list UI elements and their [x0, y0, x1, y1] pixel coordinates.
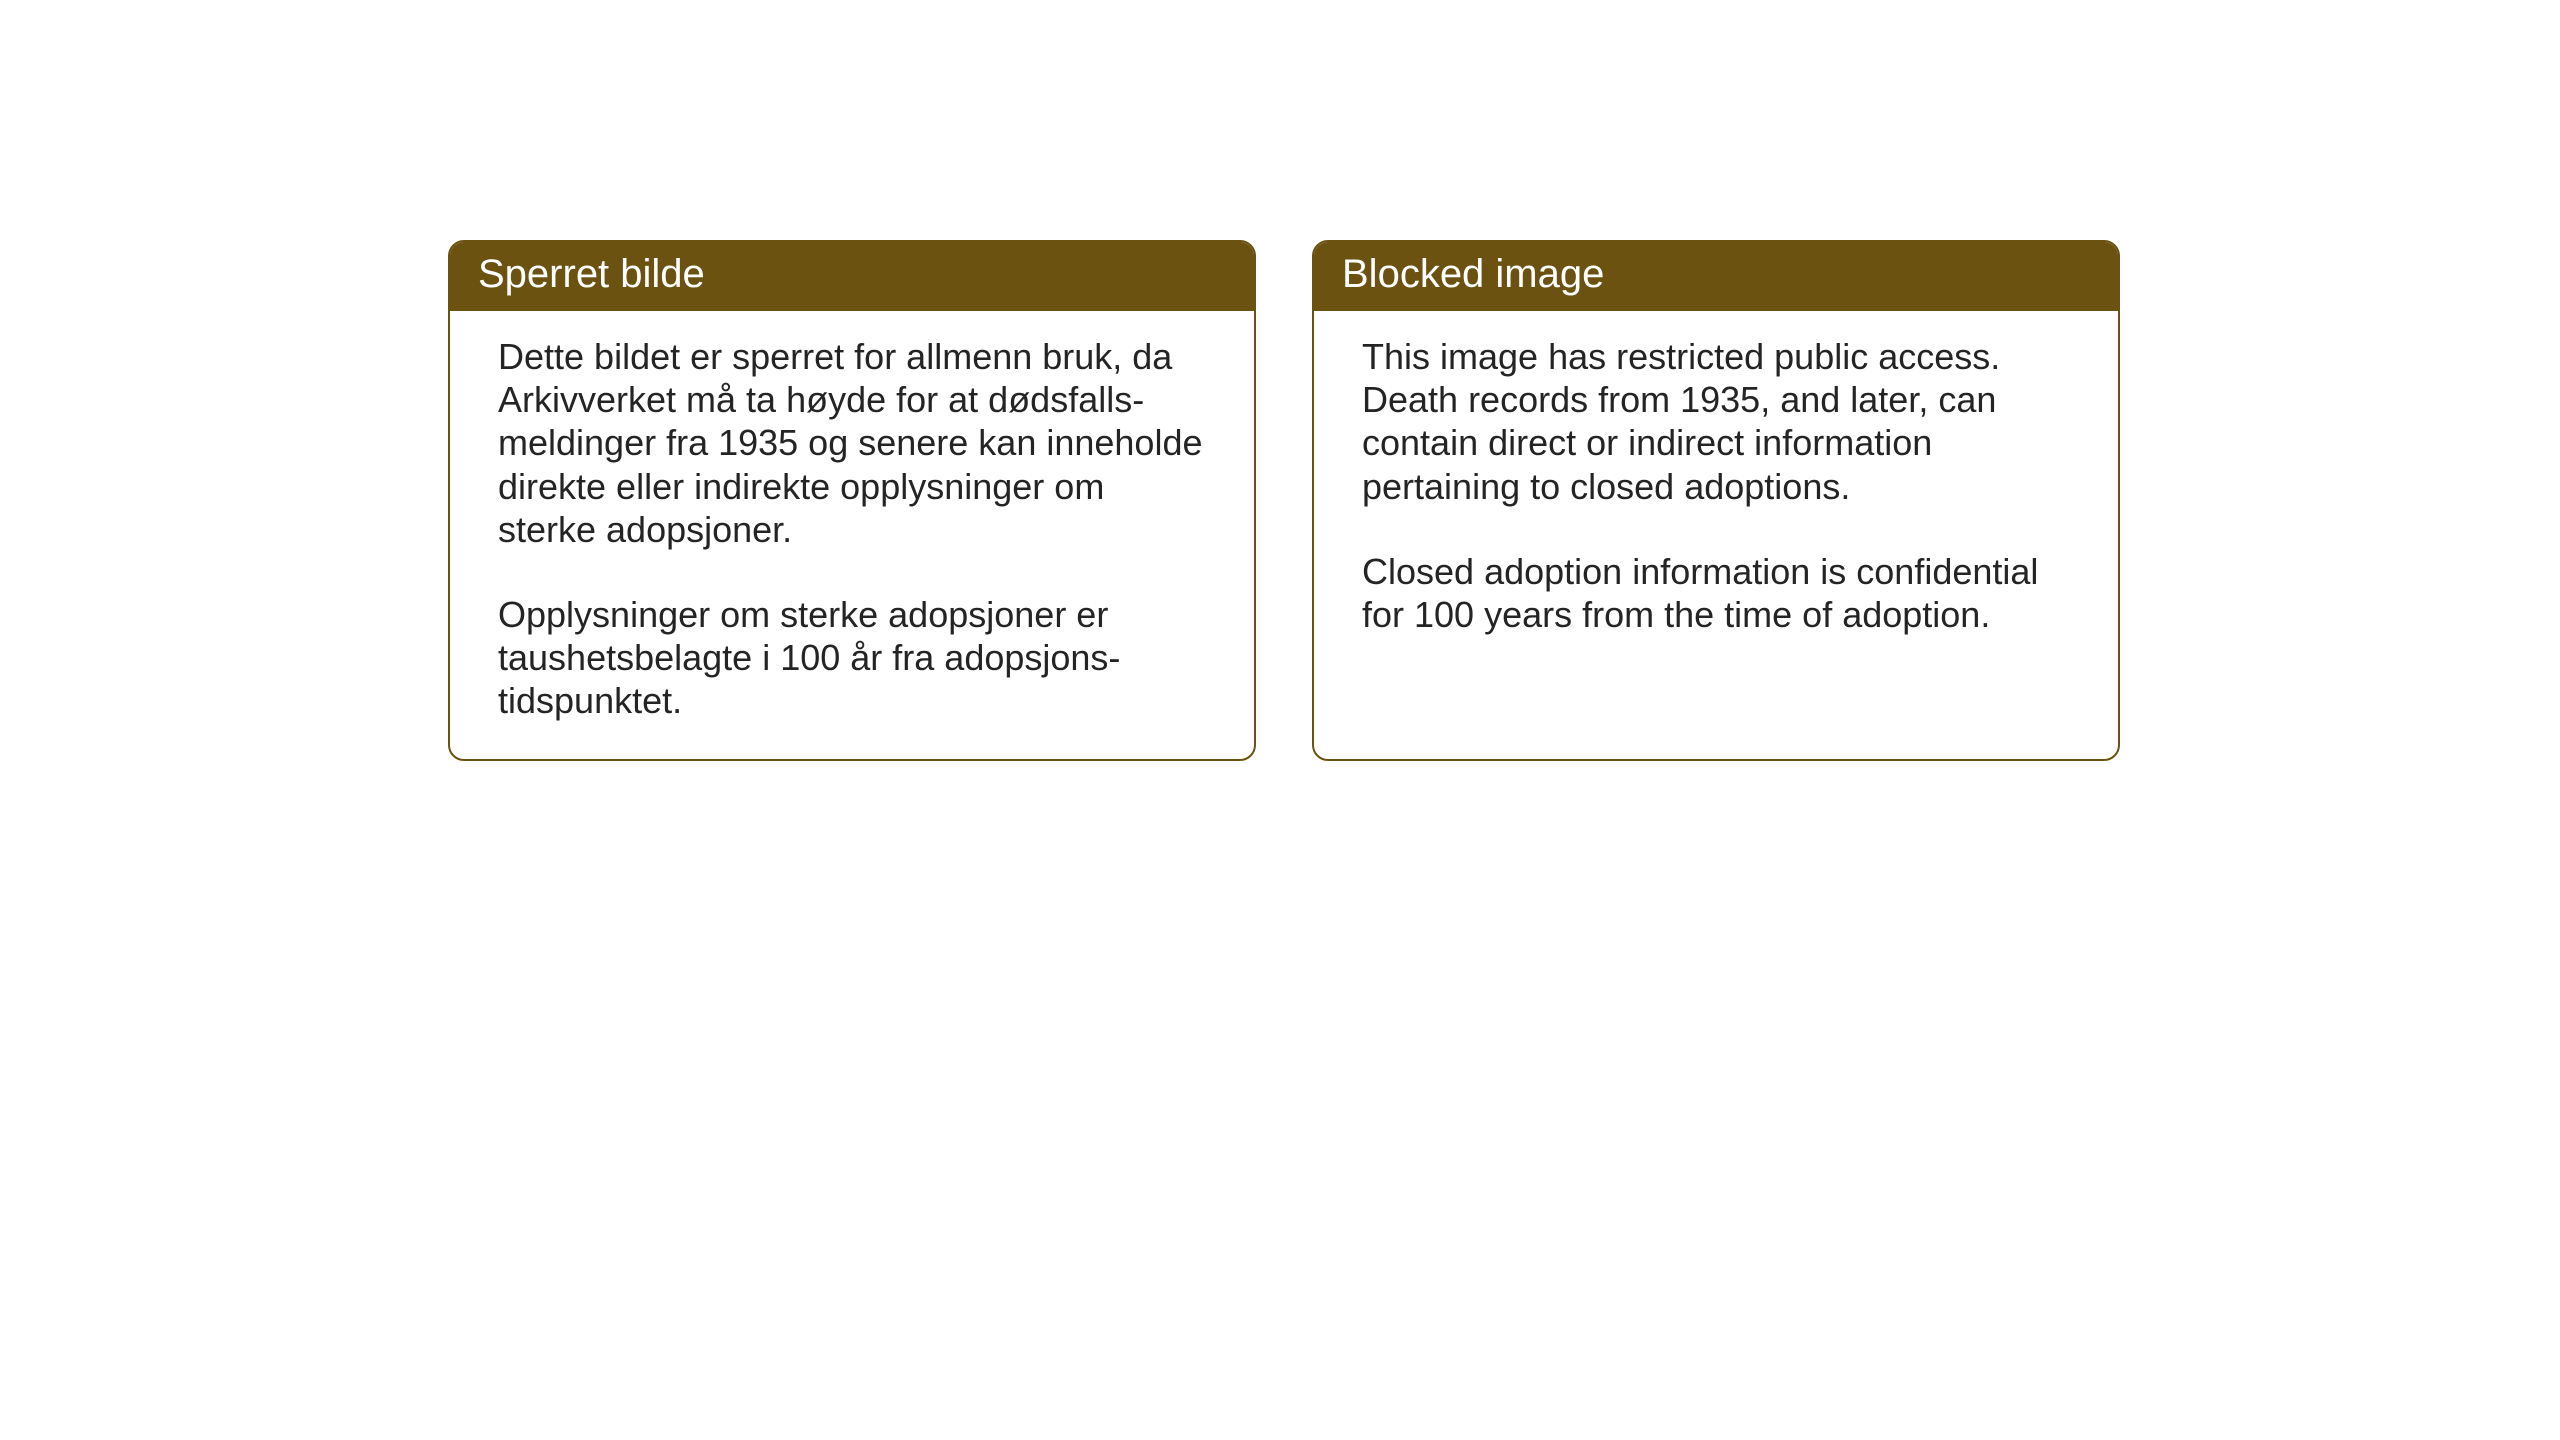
norwegian-message-box: Sperret bilde Dette bildet er sperret fo…	[448, 240, 1256, 761]
message-container: Sperret bilde Dette bildet er sperret fo…	[448, 240, 2120, 761]
norwegian-body: Dette bildet er sperret for allmenn bruk…	[450, 311, 1254, 759]
norwegian-paragraph-1: Dette bildet er sperret for allmenn bruk…	[498, 335, 1210, 551]
english-paragraph-1: This image has restricted public access.…	[1362, 335, 2074, 508]
norwegian-paragraph-2: Opplysninger om sterke adopsjoner er tau…	[498, 593, 1210, 723]
english-paragraph-2: Closed adoption information is confident…	[1362, 550, 2074, 636]
english-body: This image has restricted public access.…	[1314, 311, 2118, 731]
english-header: Blocked image	[1314, 242, 2118, 311]
norwegian-header: Sperret bilde	[450, 242, 1254, 311]
english-message-box: Blocked image This image has restricted …	[1312, 240, 2120, 761]
